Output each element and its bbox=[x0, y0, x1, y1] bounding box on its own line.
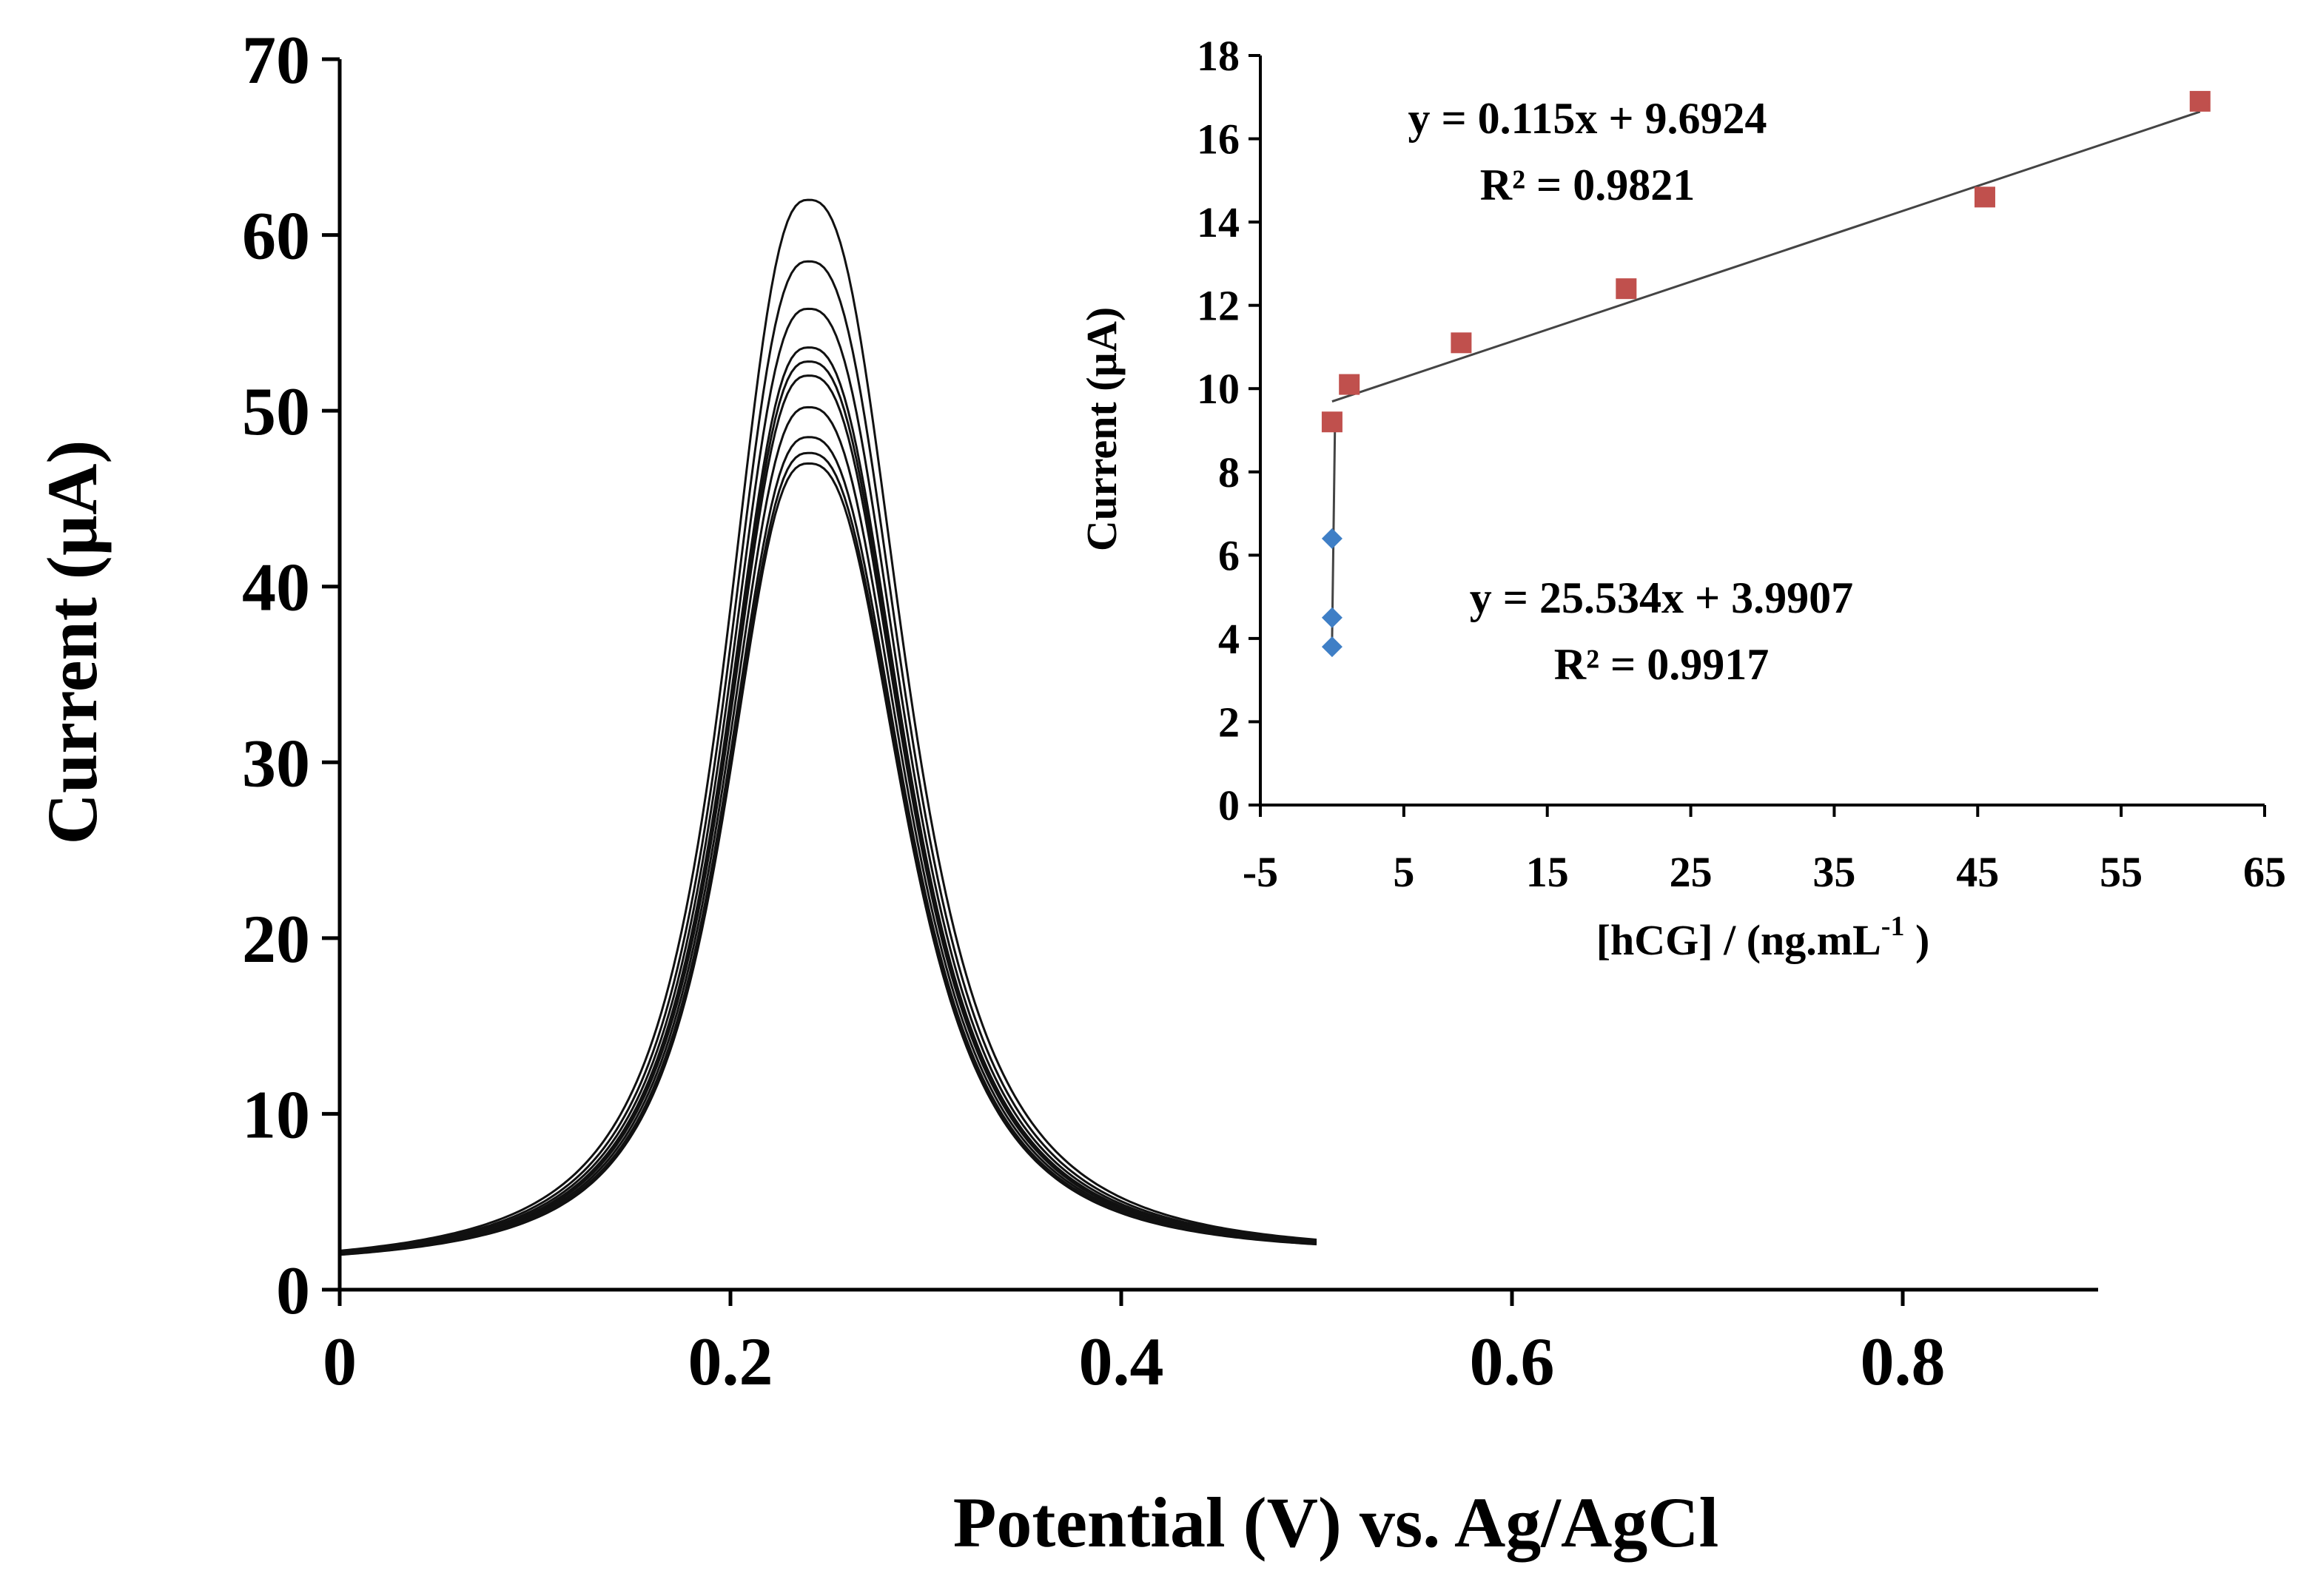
inset-x-tick-label: 45 bbox=[1956, 848, 1999, 896]
inset-point-diamond bbox=[1321, 528, 1342, 549]
inset-y-tick-label: 10 bbox=[1197, 365, 1240, 413]
main-dpv-curve bbox=[339, 307, 1317, 1254]
main-dpv-curve bbox=[339, 374, 1317, 1255]
inset-r2-low: R² = 0.9917 bbox=[1554, 640, 1770, 689]
main-x-tick-label: 0.4 bbox=[1079, 1324, 1164, 1399]
main-dpv-curve bbox=[339, 462, 1317, 1256]
main-y-tick-label: 30 bbox=[242, 725, 310, 801]
inset-x-title-sup: -1 bbox=[1881, 911, 1905, 942]
inset-point-square bbox=[1616, 278, 1637, 300]
inset-x-title-main: [hCG] / (ng.mL bbox=[1596, 916, 1881, 964]
inset-point-diamond bbox=[1321, 607, 1342, 628]
main-dpv-curve bbox=[339, 436, 1317, 1256]
main-y-axis-title: Current (µA) bbox=[33, 440, 112, 845]
main-x-tick-label: 0 bbox=[323, 1324, 357, 1399]
main-y-tick-label: 50 bbox=[242, 374, 310, 449]
inset-y-tick-label: 6 bbox=[1218, 531, 1240, 579]
inset-point-square bbox=[1974, 186, 1995, 208]
inset-equation-high: y = 0.115x + 9.6924 bbox=[1408, 94, 1767, 143]
main-x-tick-label: 0.2 bbox=[688, 1324, 773, 1399]
inset-y-tick-label: 16 bbox=[1197, 115, 1240, 164]
inset-y-ticks: 0 2 4 6 8 10 12 14 16 18 bbox=[1197, 32, 1260, 829]
main-dpv-curve bbox=[339, 198, 1317, 1252]
main-y-tick-label: 60 bbox=[242, 198, 310, 274]
main-y-ticks: 0 10 20 30 40 50 60 70 bbox=[242, 22, 340, 1328]
inset-equation-low: y = 25.534x + 3.9907 bbox=[1470, 573, 1853, 622]
inset-y-axis-title: Current (µA) bbox=[1078, 307, 1126, 551]
inset-trendlines bbox=[1331, 110, 2201, 639]
inset-x-tick-label: 35 bbox=[1812, 848, 1855, 896]
inset-r2-high: R² = 0.9821 bbox=[1480, 161, 1696, 209]
main-y-tick-label: 20 bbox=[242, 901, 310, 977]
inset-x-ticks: -5 5 15 25 35 45 55 65 bbox=[1243, 805, 2286, 896]
main-x-axis-title: Potential (V) vs. Ag/AgCl bbox=[953, 1483, 1719, 1562]
inset-x-tick-label: 5 bbox=[1393, 848, 1414, 896]
main-y-tick-label: 70 bbox=[242, 22, 310, 98]
inset-y-tick-label: 0 bbox=[1218, 781, 1240, 829]
main-dpv-curve bbox=[339, 405, 1317, 1256]
inset-axes bbox=[1259, 55, 2265, 807]
main-y-tick-label: 0 bbox=[276, 1253, 310, 1328]
main-dpv-curve bbox=[339, 360, 1317, 1255]
inset-x-tick-label: 25 bbox=[1670, 848, 1713, 896]
main-x-tick-label: 0.8 bbox=[1861, 1324, 1946, 1399]
main-x-ticks: 0 0.2 0.4 0.6 0.8 bbox=[323, 1290, 1946, 1399]
inset-point-square bbox=[2189, 90, 2211, 112]
main-y-tick-label: 40 bbox=[242, 550, 310, 625]
inset-point-square bbox=[1451, 332, 1472, 354]
inset-x-title-end: ) bbox=[1904, 916, 1929, 964]
inset-x-axis-title: [hCG] / (ng.mL-1 ) bbox=[1596, 911, 1930, 964]
inset-y-tick-label: 18 bbox=[1197, 32, 1240, 80]
main-dpv-curve bbox=[339, 451, 1317, 1256]
inset-point-square bbox=[1339, 374, 1360, 395]
inset-points bbox=[1321, 90, 2211, 658]
main-y-tick-label: 10 bbox=[242, 1077, 310, 1152]
inset-y-tick-label: 8 bbox=[1218, 448, 1240, 496]
inset-chart: -5 5 15 25 35 45 55 65 0 2 4 6 8 10 12 14 16 18 y = 0.11… bbox=[1078, 32, 2286, 964]
inset-y-tick-label: 2 bbox=[1218, 698, 1240, 746]
inset-x-tick-label: 55 bbox=[2100, 848, 2143, 896]
inset-point-diamond bbox=[1321, 636, 1342, 658]
inset-trendline bbox=[1331, 110, 2201, 403]
main-x-tick-label: 0.6 bbox=[1470, 1324, 1555, 1399]
inset-y-tick-label: 12 bbox=[1197, 282, 1240, 330]
main-curves bbox=[339, 198, 1317, 1256]
inset-y-tick-label: 4 bbox=[1218, 615, 1240, 663]
inset-x-tick-label: 15 bbox=[1526, 848, 1569, 896]
inset-x-tick-label: 65 bbox=[2243, 848, 2286, 896]
main-dpv-curve bbox=[339, 346, 1317, 1254]
inset-point-square bbox=[1321, 411, 1342, 433]
inset-y-tick-label: 14 bbox=[1197, 198, 1240, 246]
main-dpv-curve bbox=[339, 260, 1317, 1253]
inset-x-tick-label: -5 bbox=[1243, 848, 1278, 896]
